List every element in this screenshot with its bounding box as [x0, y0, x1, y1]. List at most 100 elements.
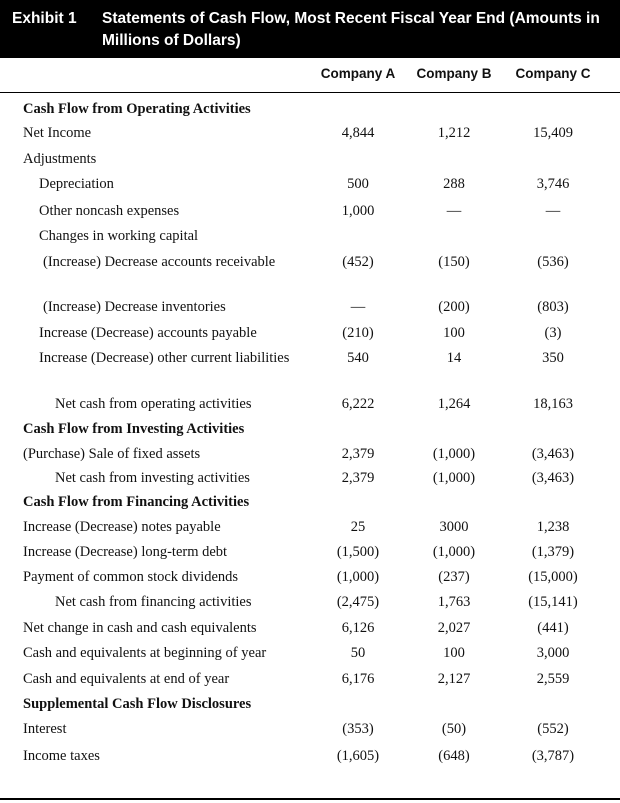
row-label: Cash Flow from Operating Activities [23, 101, 251, 117]
cell-company-a: 6,126 [341, 620, 375, 636]
cell-company-a: (210) [342, 325, 374, 341]
cell-company-a: (2,475) [336, 594, 380, 610]
row-label: Increase (Decrease) notes payable [23, 519, 221, 535]
table-row: Cash and equivalents at end of year 6,176… [0, 664, 620, 689]
cell-company-b: (150) [438, 254, 470, 270]
cell-company-a: 2,379 [341, 470, 375, 486]
table-row: (Purchase) Sale of fixed assets 2,379 (1,0… [0, 439, 620, 463]
cell-company-a: (452) [342, 254, 374, 270]
cell-company-c: (3,787) [531, 748, 575, 764]
cell-company-c: 15,409 [533, 125, 573, 141]
cell-company-b: 100 [443, 645, 465, 661]
cell-company-a: 4,844 [341, 125, 375, 141]
exhibit-title: Statements of Cash Flow, Most Recent Fis… [102, 10, 600, 49]
row-label: Net change in cash and cash equivalents [23, 620, 257, 636]
table-row: Net cash from investing activities 2,379 (… [0, 463, 620, 487]
cell-company-c: (803) [537, 299, 569, 315]
cell-company-b: (50) [441, 721, 467, 737]
exhibit-label: Exhibit 1 [12, 10, 77, 27]
cell-company-c: (1,379) [531, 544, 575, 560]
row-label: Depreciation [39, 176, 114, 192]
column-header-company-b: Company B [416, 66, 492, 81]
cell-company-a: 6,176 [341, 671, 375, 687]
cell-company-a: 500 [347, 176, 369, 192]
row-label: (Increase) Decrease accounts receivable [43, 254, 276, 270]
cell-company-c: (536) [537, 254, 569, 270]
table-row: Changes in working capital [0, 221, 620, 247]
row-label: Interest [23, 721, 67, 737]
table-row: Adjustments [0, 144, 620, 169]
row-label: Changes in working capital [39, 228, 199, 244]
row-label: Supplemental Cash Flow Disclosures [23, 696, 252, 712]
cell-company-c: — [545, 203, 561, 219]
cell-company-a: (353) [342, 721, 374, 737]
table-row: Increase (Decrease) notes payable 25 3000 1… [0, 512, 620, 537]
row-label: Net cash from investing activities [55, 470, 250, 486]
table-row: Net change in cash and cash equivalents 6… [0, 613, 620, 638]
column-headers: Company A Company B Company C [0, 66, 620, 86]
row-label: Other noncash expenses [39, 203, 180, 219]
table-row: Depreciation 500 288 3,746 [0, 169, 620, 196]
table-row: Increase (Decrease) long-term debt (1,500… [0, 537, 620, 562]
cell-company-c: (15,000) [528, 569, 578, 585]
header-rule [0, 92, 620, 93]
column-header-company-a: Company A [320, 66, 396, 81]
table-row: Cash and equivalents at beginning of yea… [0, 638, 620, 664]
cell-company-c: 3,000 [536, 645, 570, 661]
cell-company-a: 25 [350, 519, 366, 535]
cell-company-b: (1,000) [432, 446, 476, 462]
exhibit-header: Exhibit 1 Statements of Cash Flow, Most … [0, 0, 620, 58]
table-row: Income taxes (1,605) (648) (3,787) [0, 741, 620, 766]
row-label: Net Income [23, 125, 92, 141]
row-label: Increase (Decrease) other current liabil… [39, 350, 290, 366]
table-row: Increase (Decrease) other current liabil… [0, 343, 620, 389]
row-label: Income taxes [23, 748, 100, 764]
cell-company-c: 1,238 [536, 519, 570, 535]
row-label: (Purchase) Sale of fixed assets [23, 446, 201, 462]
table-row: Interest (353) (50) (552) [0, 714, 620, 741]
section-heading: Cash Flow from Investing Activities [0, 414, 620, 439]
table-row: Net cash from operating activities 6,222 1… [0, 389, 620, 414]
table-row: Payment of common stock dividends (1,000)… [0, 562, 620, 587]
row-label: Increase (Decrease) accounts payable [39, 325, 257, 341]
table-row: (Increase) Decrease inventories — (200) (80… [0, 292, 620, 318]
cell-company-a: (1,000) [336, 569, 380, 585]
cell-company-b: 100 [443, 325, 465, 341]
cell-company-c: (3,463) [531, 470, 575, 486]
cell-company-b: (1,000) [432, 544, 476, 560]
row-label: Adjustments [23, 151, 97, 167]
cell-company-a: (1,605) [336, 748, 380, 764]
cell-company-a: 6,222 [341, 396, 375, 412]
column-header-company-c: Company C [515, 66, 591, 81]
cell-company-a: 1,000 [341, 203, 375, 219]
cell-company-b: (200) [438, 299, 470, 315]
bottom-rule [0, 798, 620, 800]
cell-company-b: 288 [443, 176, 465, 192]
cell-company-b: 14 [446, 350, 462, 366]
cell-company-b: 3000 [439, 519, 469, 535]
table-row: Net cash from financing activities (2,475… [0, 587, 620, 613]
cell-company-c: 3,746 [536, 176, 570, 192]
cell-company-c: 2,559 [536, 671, 570, 687]
cell-company-b: 1,212 [437, 125, 471, 141]
cell-company-b: (648) [438, 748, 470, 764]
cell-company-b: 1,264 [437, 396, 471, 412]
cell-company-a: 540 [347, 350, 369, 366]
row-label: Net cash from financing activities [55, 594, 252, 610]
cell-company-b: 2,127 [437, 671, 471, 687]
table-row: Net Income 4,844 1,212 15,409 [0, 118, 620, 144]
row-label: Cash Flow from Financing Activities [23, 494, 250, 510]
row-label: Net cash from operating activities [55, 396, 252, 412]
row-label: (Increase) Decrease inventories [43, 299, 226, 315]
row-label: Payment of common stock dividends [23, 569, 239, 585]
row-label: Cash and equivalents at end of year [23, 671, 230, 687]
section-heading: Cash Flow from Financing Activities [0, 487, 620, 512]
cell-company-b: (237) [438, 569, 470, 585]
cell-company-c: (441) [537, 620, 569, 636]
cash-flow-table: Cash Flow from Operating Activities Net I… [0, 94, 620, 766]
section-heading: Cash Flow from Operating Activities [0, 94, 620, 118]
cell-company-b: (1,000) [432, 470, 476, 486]
cell-company-c: 18,163 [533, 396, 573, 412]
cell-company-b: 1,763 [437, 594, 471, 610]
row-label: Cash and equivalents at beginning of yea… [23, 645, 267, 661]
